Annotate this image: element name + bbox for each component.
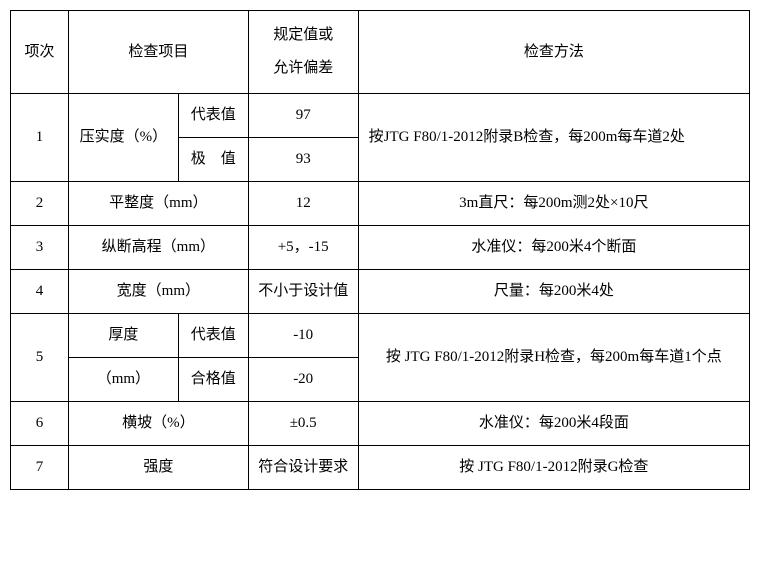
table-row: 1 压实度（%） 代表值 97 按JTG F80/1-2012附录B检查，每20… — [11, 94, 750, 138]
row-num: 6 — [11, 402, 69, 446]
row-num: 3 — [11, 226, 69, 270]
row-item: 平整度（mm） — [68, 182, 248, 226]
row-val: 符合设计要求 — [248, 446, 358, 490]
row-method: 按JTG F80/1-2012附录B检查，每200m每车道2处 — [358, 94, 749, 182]
header-item: 检查项目 — [68, 11, 248, 94]
header-method: 检查方法 — [358, 11, 749, 94]
table-row: 5 厚度 代表值 -10 按 JTG F80/1-2012附录H检查，每200m… — [11, 314, 750, 358]
table-row: 6 横坡（%） ±0.5 水准仪：每200米4段面 — [11, 402, 750, 446]
row-num: 1 — [11, 94, 69, 182]
header-spec: 规定值或允许偏差 — [248, 11, 358, 94]
row-sub: 合格值 — [178, 358, 248, 402]
row-val: 97 — [248, 94, 358, 138]
header-spec-line2: 允许偏差 — [273, 60, 333, 76]
row-method: 3m直尺：每200m测2处×10尺 — [358, 182, 749, 226]
table-row: 4 宽度（mm） 不小于设计值 尺量：每200米4处 — [11, 270, 750, 314]
row-val: -10 — [248, 314, 358, 358]
row-item: 纵断高程（mm） — [68, 226, 248, 270]
row-num: 7 — [11, 446, 69, 490]
header-row: 项次 检查项目 规定值或允许偏差 检查方法 — [11, 11, 750, 94]
row-val: ±0.5 — [248, 402, 358, 446]
row-method: 水准仪：每200米4段面 — [358, 402, 749, 446]
table-row: 7 强度 符合设计要求 按 JTG F80/1-2012附录G检查 — [11, 446, 750, 490]
row-method: 按 JTG F80/1-2012附录H检查，每200m每车道1个点 — [358, 314, 749, 402]
row-method: 水准仪：每200米4个断面 — [358, 226, 749, 270]
row-num: 4 — [11, 270, 69, 314]
header-spec-line1: 规定值或 — [273, 27, 333, 43]
row-sub: 极 值 — [178, 138, 248, 182]
table-row: 3 纵断高程（mm） +5，-15 水准仪：每200米4个断面 — [11, 226, 750, 270]
row-method: 按 JTG F80/1-2012附录G检查 — [358, 446, 749, 490]
row-item: 压实度（%） — [68, 94, 178, 182]
row-val: +5，-15 — [248, 226, 358, 270]
row-num: 2 — [11, 182, 69, 226]
row-val: 12 — [248, 182, 358, 226]
row-method: 尺量：每200米4处 — [358, 270, 749, 314]
row-item: 横坡（%） — [68, 402, 248, 446]
row-item: （mm） — [68, 358, 178, 402]
row-sub: 代表值 — [178, 314, 248, 358]
table-row: 2 平整度（mm） 12 3m直尺：每200m测2处×10尺 — [11, 182, 750, 226]
header-num: 项次 — [11, 11, 69, 94]
row-item: 宽度（mm） — [68, 270, 248, 314]
row-item: 强度 — [68, 446, 248, 490]
inspection-table: 项次 检查项目 规定值或允许偏差 检查方法 1 压实度（%） 代表值 97 按J… — [10, 10, 750, 490]
row-sub: 代表值 — [178, 94, 248, 138]
row-val: 不小于设计值 — [248, 270, 358, 314]
row-item: 厚度 — [68, 314, 178, 358]
row-val: 93 — [248, 138, 358, 182]
row-val: -20 — [248, 358, 358, 402]
row-num: 5 — [11, 314, 69, 402]
